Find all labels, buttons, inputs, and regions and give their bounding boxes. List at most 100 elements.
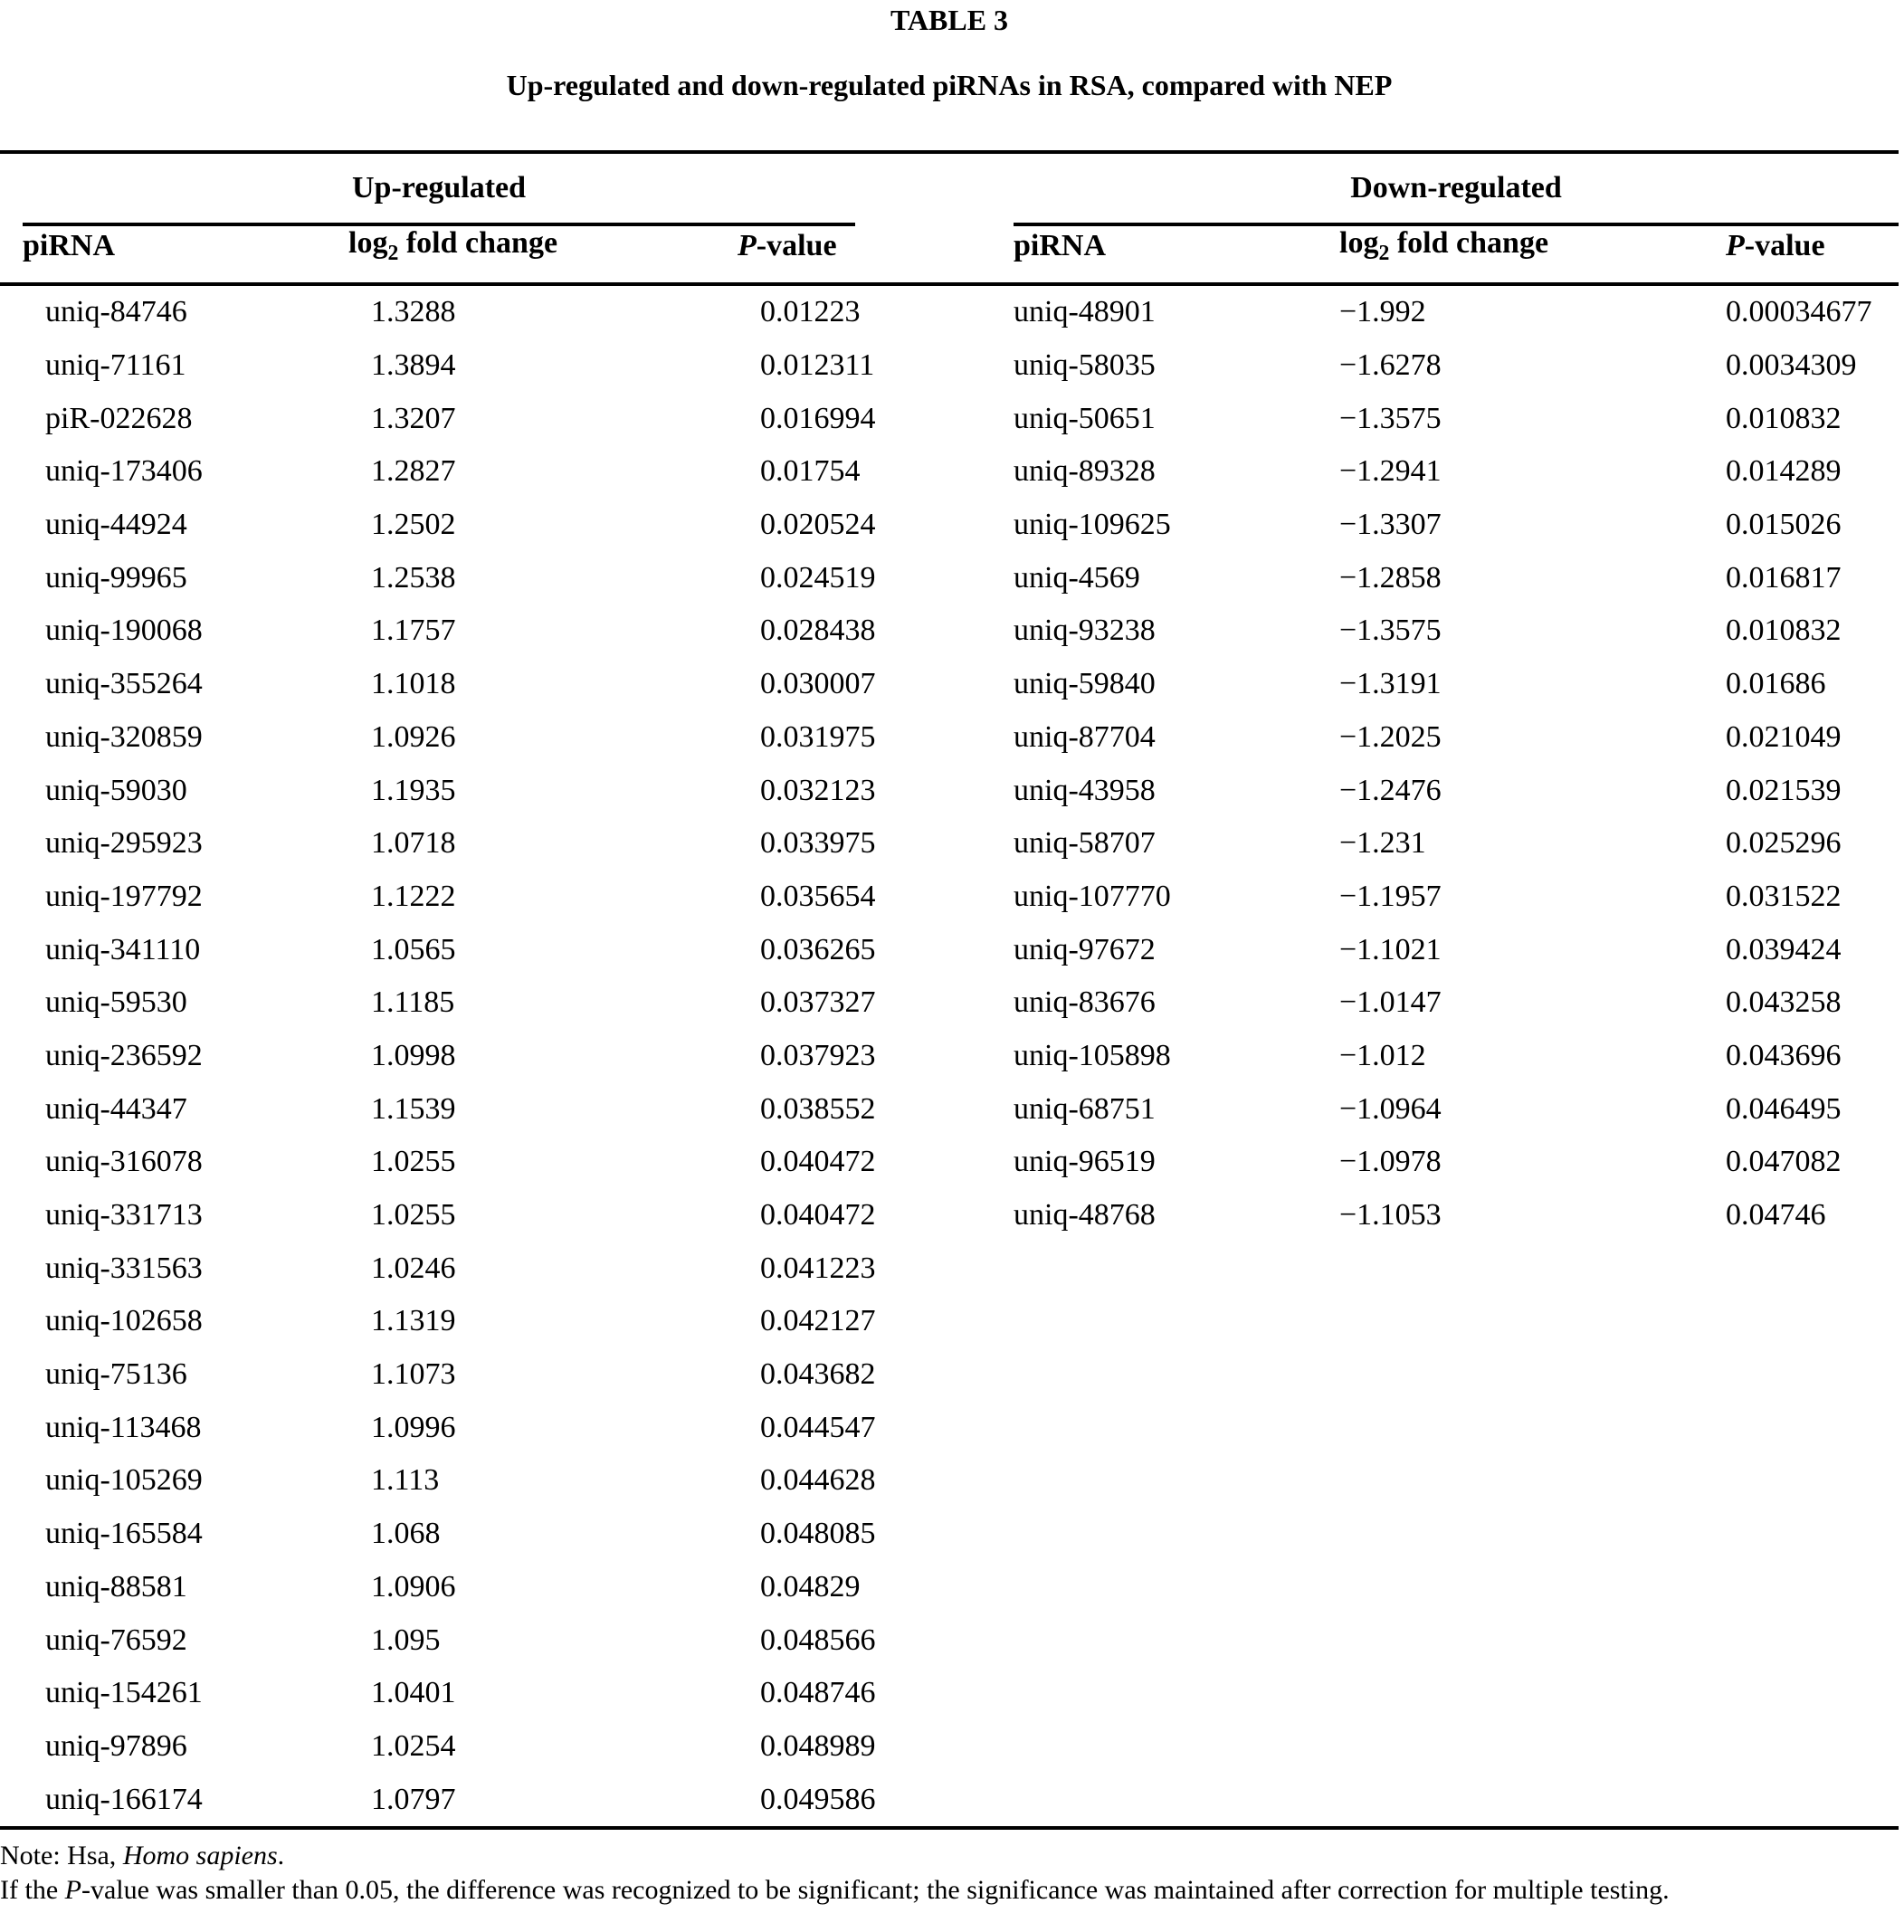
down-p-value-cell: 0.047082 — [1726, 1145, 1842, 1179]
p-suffix: -value — [756, 228, 837, 262]
up-table-row: uniq-113468 1.0996 0.044547 — [23, 1401, 878, 1454]
up-log2-fold-change-header: log2 fold change — [348, 226, 738, 266]
down-table-row: uniq-4569 −1.2858 0.016817 — [1014, 551, 1899, 604]
up-p-value-cell: 0.028438 — [760, 614, 876, 648]
up-pirna-cell: uniq-173406 — [45, 454, 203, 489]
up-fold-change-cell: 1.2827 — [371, 454, 456, 489]
down-table-row: uniq-89328 −1.2941 0.014289 — [1014, 445, 1899, 499]
rule-bottom — [0, 1825, 1899, 1830]
down-table-row: uniq-107770 −1.1957 0.031522 — [1014, 871, 1899, 924]
footnote-italic: P — [64, 1874, 81, 1905]
down-fold-change-cell: −1.3191 — [1339, 667, 1442, 701]
up-p-value-cell: 0.01223 — [760, 295, 861, 329]
up-fold-change-cell: 1.2538 — [371, 560, 456, 595]
up-pirna-cell: piR-022628 — [45, 401, 193, 435]
down-fold-change-cell: −1.3575 — [1339, 401, 1442, 435]
down-p-value-cell: 0.016817 — [1726, 560, 1842, 595]
down-table-row: uniq-105898 −1.012 0.043696 — [1014, 1030, 1899, 1083]
column-headers-up: piRNA log2 fold change P-value — [0, 226, 855, 266]
down-pirna-cell: uniq-109625 — [1014, 508, 1171, 542]
down-p-value-cell: 0.025296 — [1726, 826, 1842, 861]
up-pirna-cell: uniq-320859 — [45, 719, 203, 754]
table-title: Up-regulated and down-regulated piRNAs i… — [506, 69, 1393, 101]
table-body: uniq-84746 1.3288 0.01223 uniq-71161 1.3894 0… — [0, 286, 1899, 1826]
up-fold-change-cell: 1.0718 — [371, 826, 456, 861]
down-fold-change-cell: −1.0147 — [1339, 985, 1442, 1020]
down-p-value-cell: 0.0034309 — [1726, 348, 1857, 383]
up-pirna-cell: uniq-59530 — [45, 985, 187, 1020]
down-p-value-header: P-value — [1726, 229, 1899, 263]
up-fold-change-cell: 1.0996 — [371, 1410, 456, 1444]
down-table-row: uniq-83676 −1.0147 0.043258 — [1014, 976, 1899, 1030]
up-pirna-cell: uniq-44347 — [45, 1091, 187, 1126]
up-fold-change-cell: 1.0926 — [371, 719, 456, 754]
log2-subscript: 2 — [387, 241, 399, 265]
up-table-row: uniq-295923 1.0718 0.033975 — [23, 817, 878, 871]
down-table-row: uniq-43958 −1.2476 0.021539 — [1014, 764, 1899, 817]
up-fold-change-cell: 1.3288 — [371, 295, 456, 329]
up-pirna-cell: uniq-113468 — [45, 1410, 202, 1444]
up-fold-change-cell: 1.3207 — [371, 401, 456, 435]
down-table-row: uniq-58035 −1.6278 0.0034309 — [1014, 339, 1899, 393]
note-prefix: Note: Hsa, — [0, 1840, 123, 1870]
up-pirna-cell: uniq-341110 — [45, 932, 201, 966]
down-fold-change-cell: −1.6278 — [1339, 348, 1442, 383]
up-fold-change-cell: 1.113 — [371, 1463, 440, 1498]
up-pirna-cell: uniq-97896 — [45, 1728, 187, 1763]
down-p-value-cell: 0.015026 — [1726, 508, 1842, 542]
log2-subscript: 2 — [1378, 241, 1390, 265]
down-fold-change-cell: −1.0964 — [1339, 1091, 1442, 1126]
down-pirna-cell: uniq-43958 — [1014, 773, 1156, 807]
up-table-row: uniq-44924 1.2502 0.020524 — [23, 499, 878, 552]
down-log2-fold-change-header: log2 fold change — [1339, 226, 1726, 266]
down-p-value-cell: 0.014289 — [1726, 454, 1842, 489]
up-pirna-cell: uniq-99965 — [45, 560, 187, 595]
up-fold-change-cell: 1.3894 — [371, 348, 456, 383]
down-pirna-cell: uniq-68751 — [1014, 1091, 1156, 1126]
rule-top — [0, 150, 1899, 154]
up-p-value-cell: 0.024519 — [760, 560, 876, 595]
down-pirna-cell: uniq-48901 — [1014, 295, 1156, 329]
down-table-row: uniq-48768 −1.1053 0.04746 — [1014, 1189, 1899, 1242]
note-significance: If the P-value was smaller than 0.05, th… — [0, 1873, 1899, 1908]
down-fold-change-cell: −1.012 — [1339, 1038, 1426, 1072]
up-p-value-cell: 0.012311 — [760, 348, 875, 383]
up-pirna-cell: uniq-154261 — [45, 1676, 203, 1710]
footnote-prefix: If the — [0, 1874, 65, 1905]
up-fold-change-cell: 1.0255 — [371, 1145, 456, 1179]
up-p-value-cell: 0.030007 — [760, 667, 876, 701]
up-p-value-cell: 0.035654 — [760, 879, 876, 913]
up-pirna-cell: uniq-75136 — [45, 1357, 187, 1392]
up-table-row: uniq-76592 1.095 0.048566 — [23, 1613, 878, 1667]
column-header-row: piRNA log2 fold change P-value piRNA log… — [0, 226, 1899, 282]
down-table-row: uniq-109625 −1.3307 0.015026 — [1014, 499, 1899, 552]
table-label: TABLE 3 — [890, 4, 1009, 36]
up-fold-change-cell: 1.0401 — [371, 1676, 456, 1710]
up-pirna-cell: uniq-331713 — [45, 1198, 203, 1232]
up-fold-change-cell: 1.1185 — [371, 985, 455, 1020]
up-fold-change-cell: 1.0565 — [371, 932, 456, 966]
up-pirna-cell: uniq-166174 — [45, 1782, 203, 1816]
up-pirna-cell: uniq-165584 — [45, 1517, 203, 1551]
up-pirna-cell: uniq-331563 — [45, 1251, 203, 1285]
down-pirna-cell: uniq-48768 — [1014, 1198, 1156, 1232]
down-pirna-cell: uniq-83676 — [1014, 985, 1156, 1020]
up-pirna-cell: uniq-355264 — [45, 667, 203, 701]
up-table-row: uniq-341110 1.0565 0.036265 — [23, 923, 878, 976]
up-table-row: uniq-165584 1.068 0.048085 — [23, 1508, 878, 1561]
down-pirna-header: piRNA — [1014, 228, 1107, 262]
down-fold-change-cell: −1.1053 — [1339, 1198, 1442, 1232]
down-fold-change-cell: −1.231 — [1339, 826, 1426, 861]
up-p-value-cell: 0.01754 — [760, 454, 861, 489]
up-p-value-cell: 0.031975 — [760, 719, 876, 754]
up-fold-change-cell: 1.2502 — [371, 508, 456, 542]
up-pirna-cell: uniq-71161 — [45, 348, 186, 383]
up-p-value-cell: 0.040472 — [760, 1145, 876, 1179]
log2-suffix: fold change — [398, 226, 558, 260]
up-p-value-cell: 0.043682 — [760, 1357, 876, 1392]
down-pirna-cell: uniq-97672 — [1014, 932, 1156, 966]
up-p-value-cell: 0.038552 — [760, 1091, 876, 1126]
up-pirna-cell: uniq-76592 — [45, 1623, 187, 1657]
up-p-value-cell: 0.049586 — [760, 1782, 876, 1816]
down-fold-change-cell: −1.1957 — [1339, 879, 1442, 913]
